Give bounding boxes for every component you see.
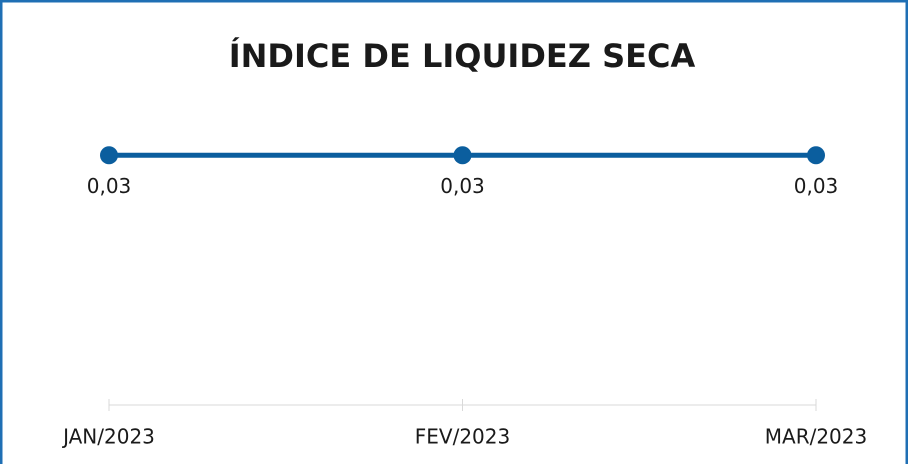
data-label: 0,03: [87, 174, 132, 198]
data-label: 0,03: [794, 174, 839, 198]
chart-title: ÍNDICE DE LIQUIDEZ SECA: [229, 37, 696, 75]
point: [453, 146, 472, 165]
x-tick-label: MAR/2023: [765, 425, 867, 449]
data-label: 0,03: [440, 174, 485, 198]
point: [100, 146, 118, 165]
x-tick-label: JAN/2023: [61, 425, 155, 449]
point: [807, 146, 825, 165]
x-tick-label: FEV/2023: [415, 425, 510, 449]
